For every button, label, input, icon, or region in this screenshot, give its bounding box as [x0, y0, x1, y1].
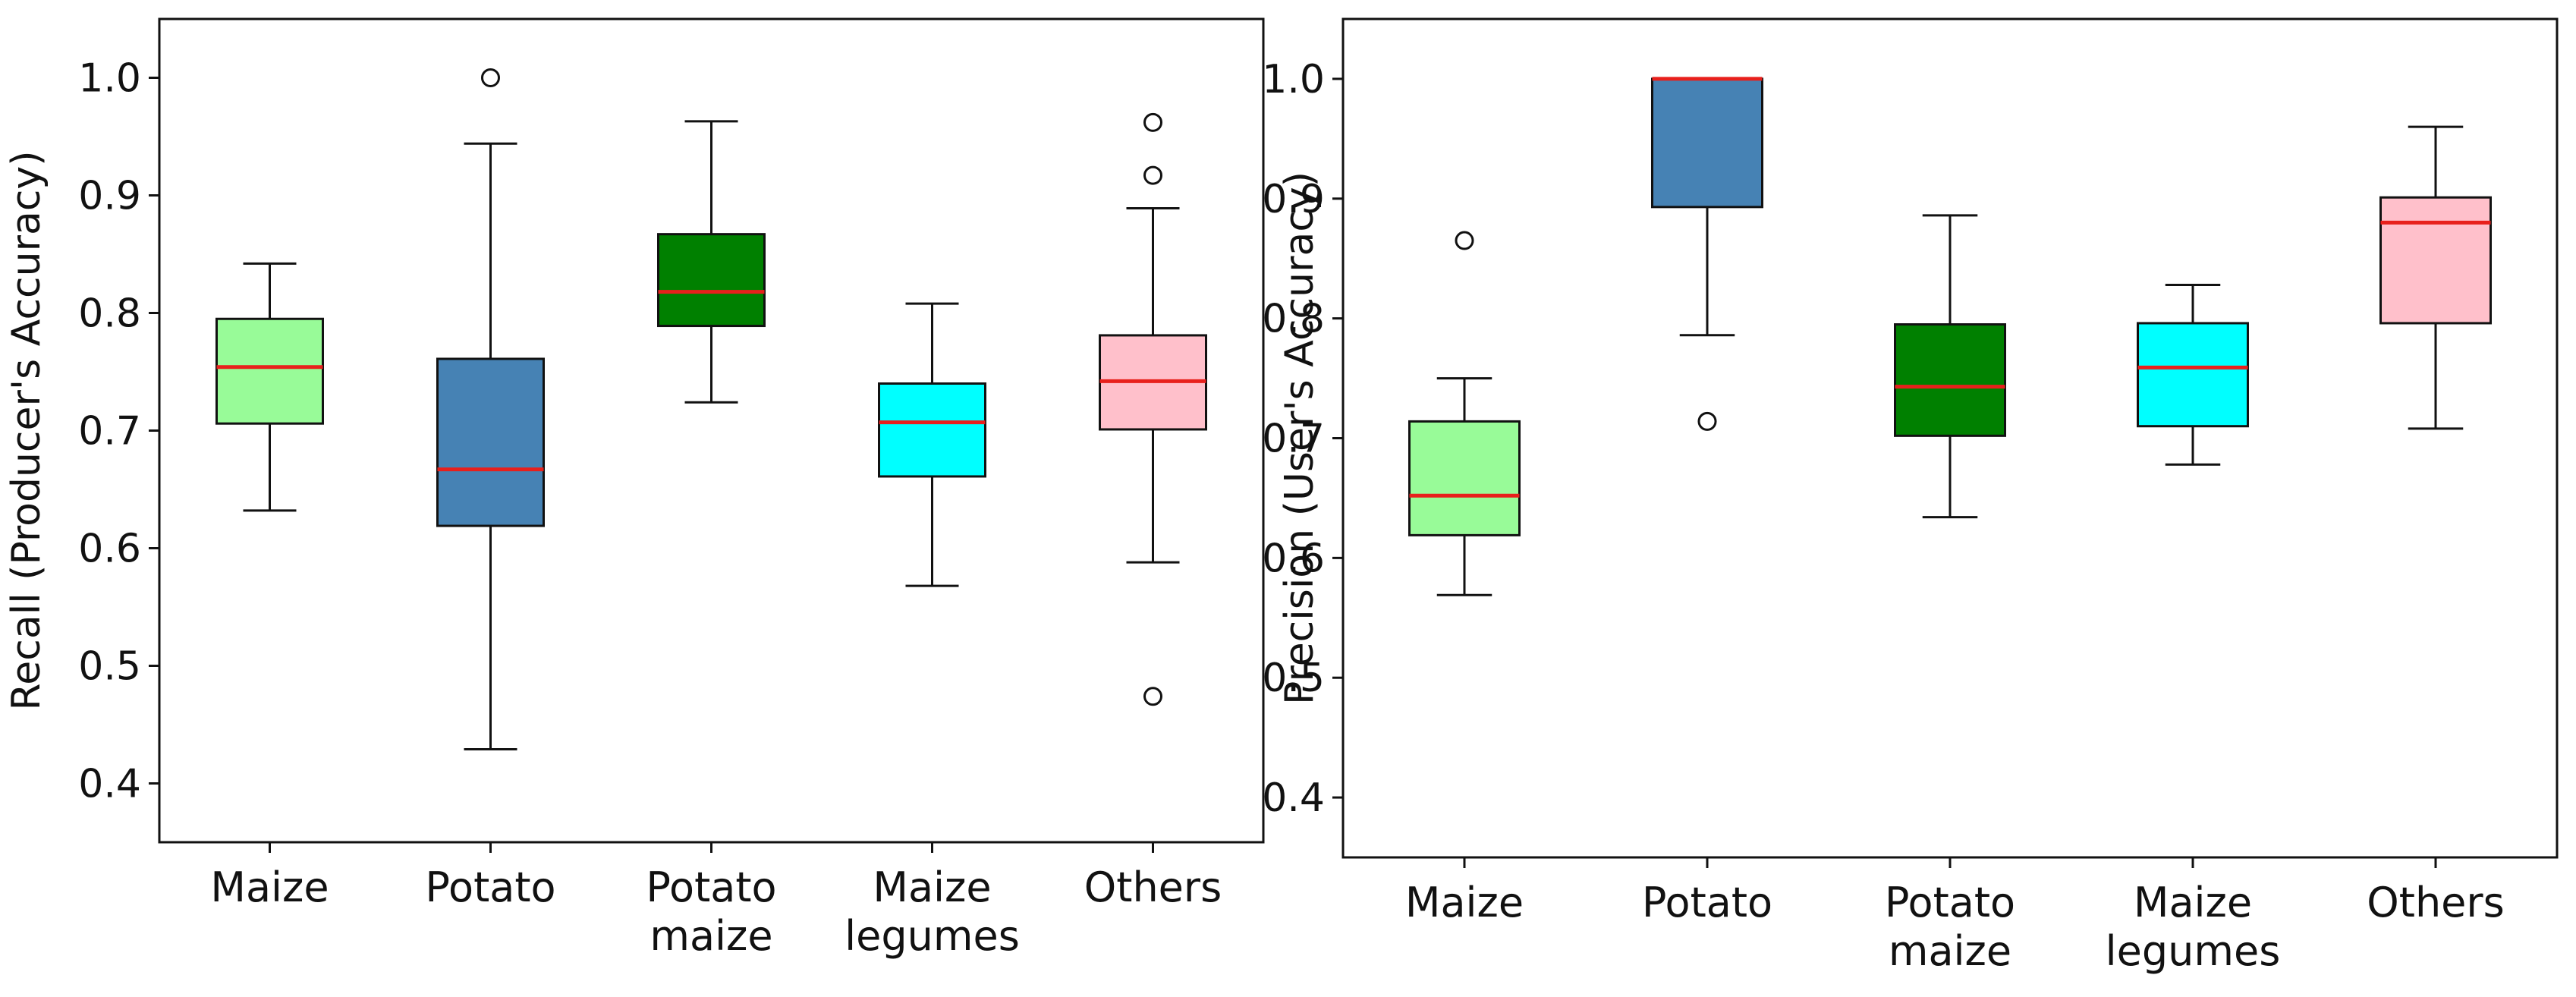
- x-category-label: maize: [650, 912, 772, 960]
- x-category-label: legumes: [2106, 927, 2281, 975]
- y-tick-label: 0.6: [78, 527, 141, 572]
- y-tick-label: 0.7: [78, 409, 141, 454]
- y-tick-label: 0.4: [1262, 775, 1325, 821]
- x-category-label: maize: [1889, 927, 2011, 975]
- y-axis-label: Recall (Producer's Accuracy): [4, 151, 49, 711]
- x-category-label: Maize: [1405, 879, 1524, 926]
- y-tick-label: 0.7: [1262, 417, 1325, 462]
- x-category-label: Potato: [1642, 879, 1772, 926]
- x-category-label: Potato: [646, 863, 776, 911]
- y-tick-label: 1.0: [78, 56, 141, 102]
- y-tick-label: 0.8: [78, 291, 141, 337]
- x-category-label: Potato: [425, 863, 555, 911]
- outlier-point: [1455, 231, 1474, 250]
- x-category-label: Maize: [2134, 879, 2252, 926]
- y-tick-label: 0.5: [1262, 656, 1325, 701]
- outlier-point: [1143, 687, 1162, 706]
- box: [878, 382, 986, 478]
- box: [2137, 322, 2249, 428]
- box: [1408, 420, 1521, 536]
- box: [657, 233, 766, 328]
- recall-panel: 0.4 0.5 0.6 0.7 0.8 0.9 1.0 Recall (Producer's …: [4, 17, 1265, 960]
- outlier-point: [1697, 411, 1717, 431]
- outlier-point: [1143, 112, 1162, 132]
- box: [1894, 323, 2006, 437]
- x-category-label: Others: [2367, 879, 2504, 926]
- box: [2379, 196, 2492, 325]
- precision-panel: 0.4 0.5 0.6 0.7 0.8 0.9 1.0 Precision (User's A…: [1262, 17, 2559, 975]
- outlier-point: [1143, 165, 1162, 185]
- y-tick-label: 0.4: [78, 762, 141, 807]
- x-category-label: Others: [1084, 863, 1222, 911]
- y-tick-label: 0.9: [1262, 177, 1325, 222]
- x-category-label: Maize: [873, 863, 991, 911]
- x-category-label: Maize: [210, 863, 329, 911]
- y-tick-label: 0.8: [1262, 297, 1325, 342]
- x-category-label: legumes: [845, 912, 1020, 960]
- box: [1651, 77, 1763, 209]
- y-tick-label: 0.9: [78, 174, 141, 219]
- x-category-label: Potato: [1885, 879, 2015, 926]
- y-tick-label: 0.5: [78, 644, 141, 690]
- box: [215, 317, 324, 425]
- y-axis-label: Precision (User's Accuracy): [1277, 171, 1323, 705]
- y-tick-label: 0.6: [1262, 536, 1325, 581]
- box: [436, 357, 545, 527]
- y-tick-label: 1.0: [1262, 57, 1325, 102]
- outlier-point: [481, 68, 500, 87]
